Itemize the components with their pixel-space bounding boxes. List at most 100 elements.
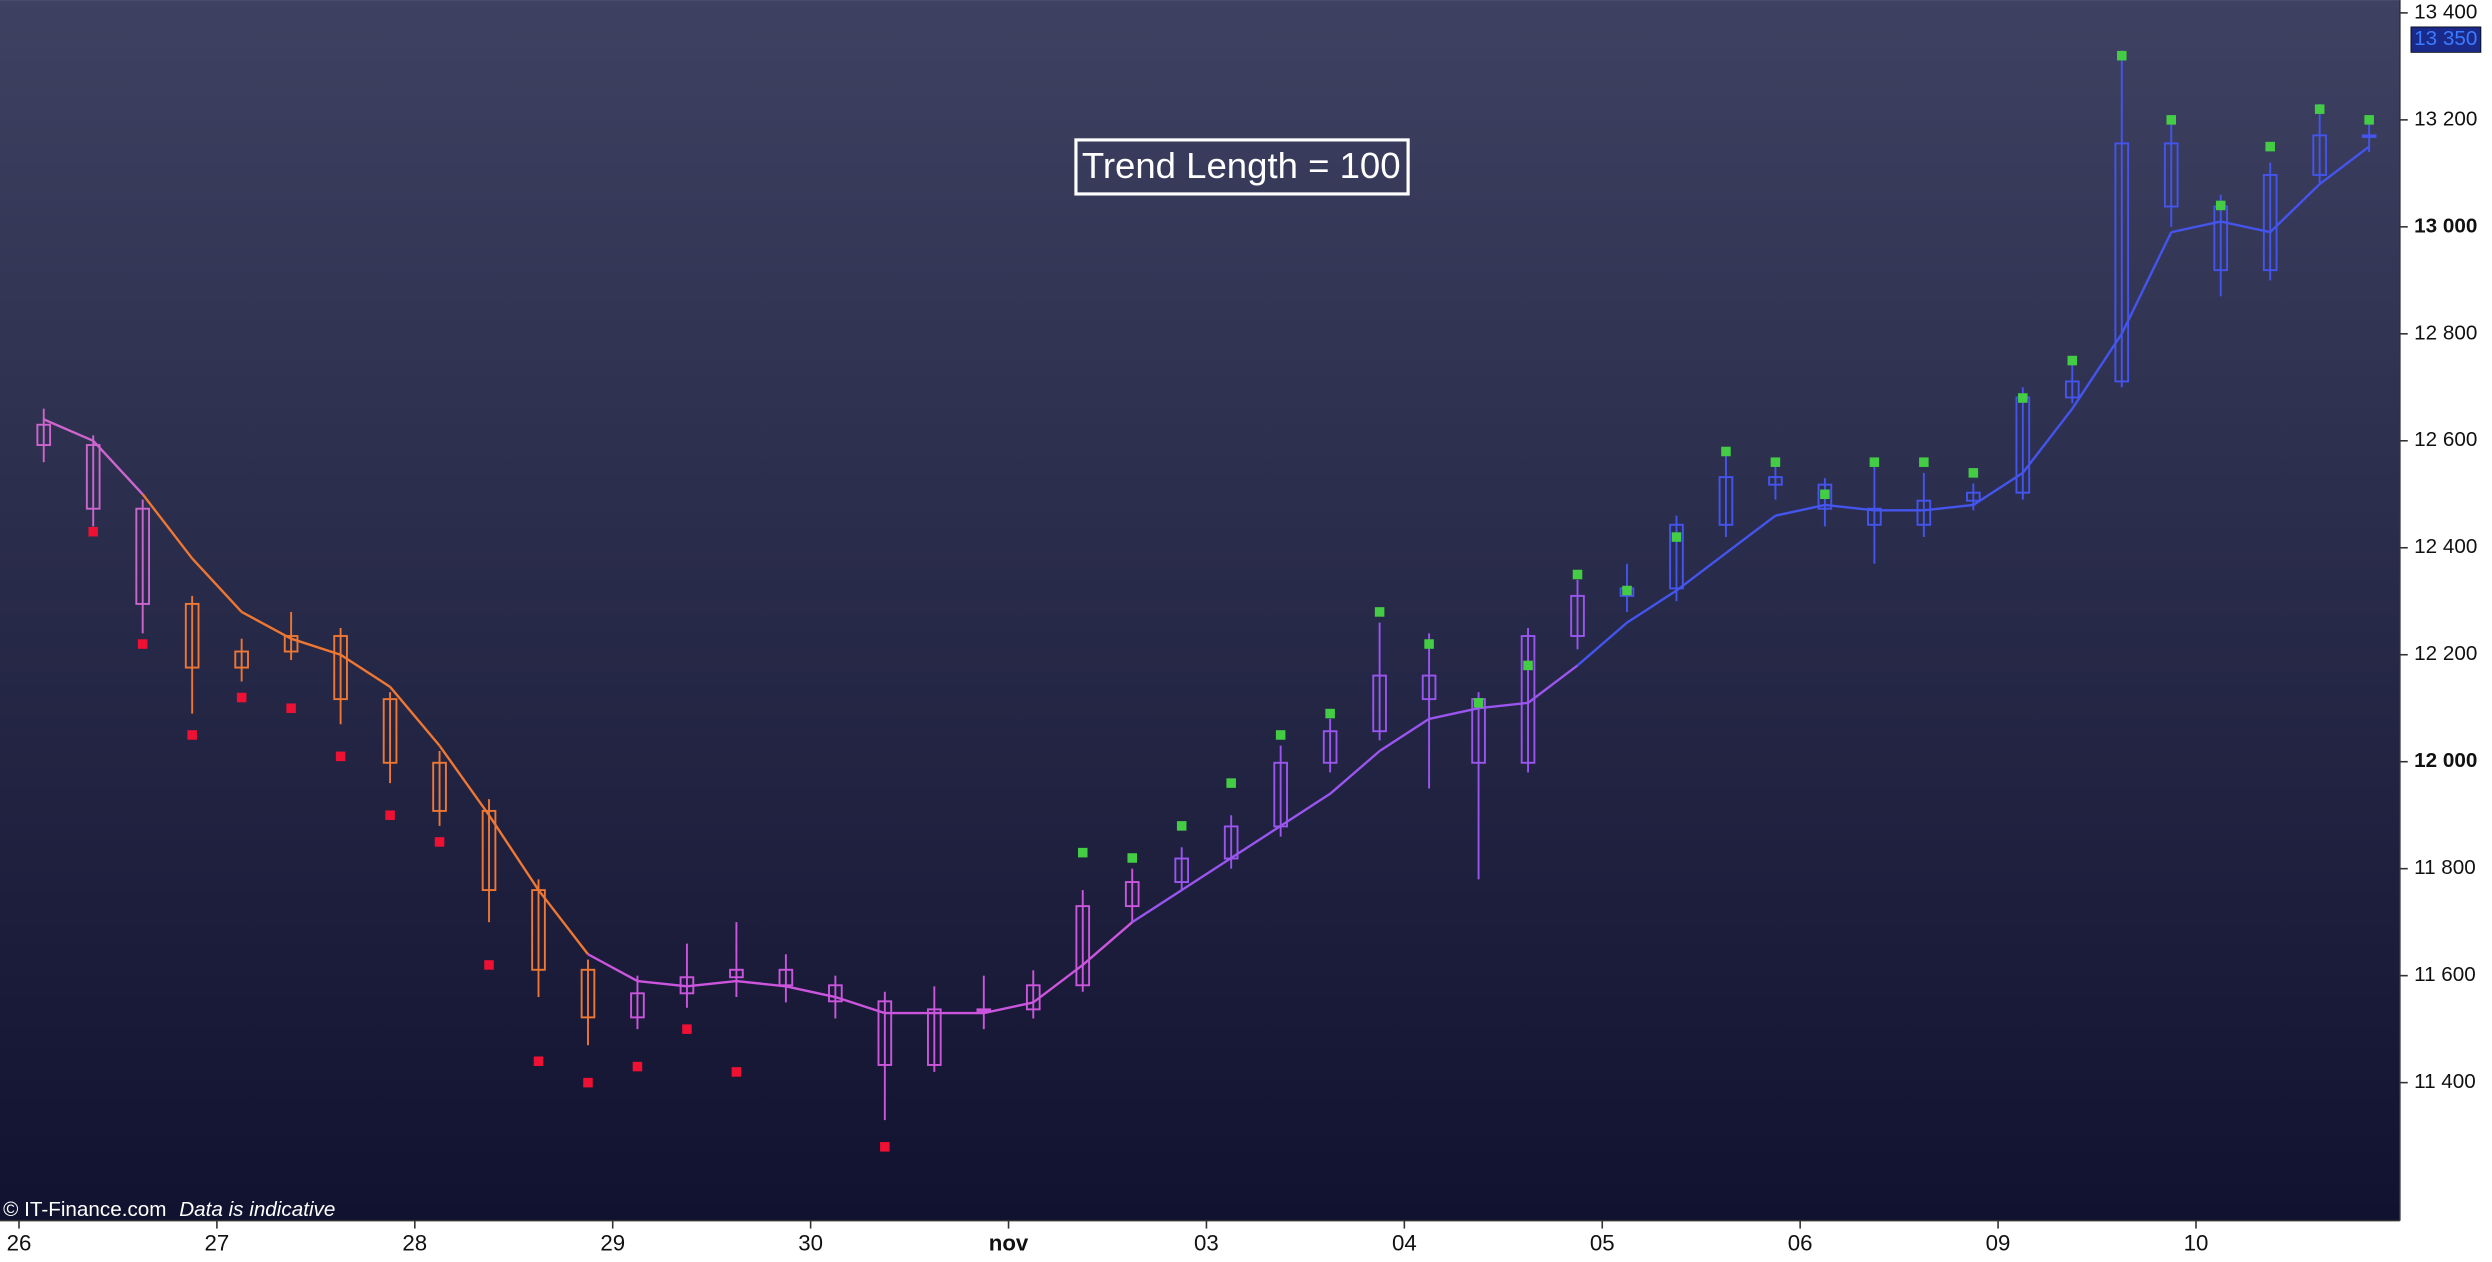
- x-tick-label: 28: [402, 1230, 427, 1255]
- trend-line: [191, 557, 243, 613]
- trend-line: [587, 953, 639, 983]
- x-tick-label: 27: [205, 1230, 230, 1255]
- trend-line: [736, 979, 787, 988]
- trend-line: [1081, 921, 1134, 966]
- candle-body: [1817, 483, 1833, 510]
- y-tick-label: 13 000: [2414, 214, 2477, 237]
- trend-line: [1230, 824, 1282, 859]
- down-markers: [533, 1056, 544, 1067]
- trend-line: [2071, 333, 2123, 410]
- candle-body: [1372, 674, 1387, 733]
- candle-body: [1174, 857, 1190, 884]
- y-tick-label: 12 000: [2414, 749, 2477, 772]
- trend-line: [488, 814, 540, 891]
- candle-body: [828, 984, 843, 1003]
- candle-body: [1867, 507, 1882, 526]
- trend-line: [1181, 856, 1232, 892]
- up-markers: [2215, 200, 2226, 211]
- down-markers: [632, 1061, 643, 1072]
- y-tick-label: 11 800: [2414, 856, 2476, 879]
- trend-line: [438, 744, 490, 816]
- candle-body: [2262, 174, 2278, 272]
- trend-line: [2120, 231, 2173, 335]
- candle-body: [2064, 380, 2080, 399]
- up-markers: [1523, 660, 1533, 671]
- trend-line: [983, 1001, 1034, 1015]
- candle-body: [1916, 499, 1932, 526]
- candle-body: [135, 507, 151, 605]
- down-markers: [88, 526, 98, 537]
- down-markers: [583, 1077, 593, 1088]
- candle-body: [630, 992, 645, 1019]
- up-markers: [2067, 355, 2078, 366]
- up-markers: [2018, 393, 2028, 403]
- trend-line: [92, 439, 144, 496]
- trend-line: [686, 979, 737, 988]
- up-markers: [1077, 847, 1088, 858]
- candle-body: [2361, 134, 2377, 138]
- candle-body: [1718, 476, 1734, 526]
- down-markers: [731, 1067, 742, 1077]
- candle-body: [234, 650, 249, 669]
- x-tick-label: 04: [1392, 1230, 1417, 1255]
- candle-body: [184, 602, 200, 669]
- up-markers: [1374, 607, 1385, 617]
- candle-body: [1570, 594, 1585, 637]
- down-markers: [286, 703, 296, 713]
- x-tick-label: 30: [798, 1230, 823, 1255]
- down-markers: [434, 837, 445, 847]
- y-tick-label: 11 600: [2414, 963, 2476, 986]
- candle-body: [580, 968, 596, 1019]
- up-markers: [1424, 639, 1434, 649]
- trend-line: [1280, 792, 1331, 827]
- up-markers: [1572, 569, 1583, 580]
- footer-note: Data is indicative: [179, 1199, 335, 1222]
- up-markers: [1721, 446, 1731, 457]
- down-markers: [187, 730, 197, 740]
- plot-background: [0, 0, 2400, 1221]
- candle-body: [877, 1000, 893, 1066]
- candle-body: [729, 968, 744, 979]
- candle-body: [927, 1008, 942, 1066]
- candle-body: [2163, 142, 2179, 208]
- trend-line: [2220, 220, 2271, 234]
- down-markers: [137, 639, 148, 649]
- candle-body: [481, 809, 497, 892]
- candle-body: [1768, 476, 1783, 486]
- trend-line: [339, 653, 391, 688]
- last-price-label: 13 350: [2414, 27, 2477, 50]
- trend-line: [1626, 589, 1678, 624]
- candle-body: [1075, 905, 1091, 987]
- trend-line: [1428, 707, 1479, 721]
- y-tick-label: 13 400: [2414, 0, 2477, 23]
- candle-body: [1124, 881, 1140, 908]
- x-tick-label: 09: [1986, 1230, 2011, 1255]
- up-markers: [1820, 489, 1830, 500]
- candle-body: [976, 1008, 992, 1012]
- up-markers: [2116, 50, 2127, 61]
- up-markers: [2314, 104, 2325, 114]
- candle-body: [432, 761, 447, 812]
- candle-body: [1421, 674, 1437, 701]
- trend-line: [785, 985, 836, 999]
- trend-line: [1824, 503, 1875, 512]
- trend-line: [43, 418, 94, 442]
- up-markers: [1226, 778, 1236, 788]
- down-markers: [385, 810, 395, 820]
- trend-line: [1972, 471, 2024, 506]
- x-tick-label: 03: [1194, 1230, 1219, 1255]
- x-tick-label: 29: [600, 1230, 625, 1255]
- candle-body: [1322, 730, 1338, 764]
- x-tick-label: 06: [1788, 1230, 1813, 1255]
- y-tick-label: 12 200: [2414, 642, 2477, 665]
- trend-line: [1378, 717, 1430, 753]
- candle-body: [1966, 491, 1981, 502]
- candle-body: [1669, 523, 1684, 590]
- down-markers: [682, 1024, 692, 1034]
- up-markers: [1919, 457, 1929, 467]
- down-markers: [880, 1142, 890, 1152]
- trend-line: [1478, 701, 1529, 710]
- candle-body: [382, 698, 398, 764]
- up-markers: [1622, 585, 1632, 596]
